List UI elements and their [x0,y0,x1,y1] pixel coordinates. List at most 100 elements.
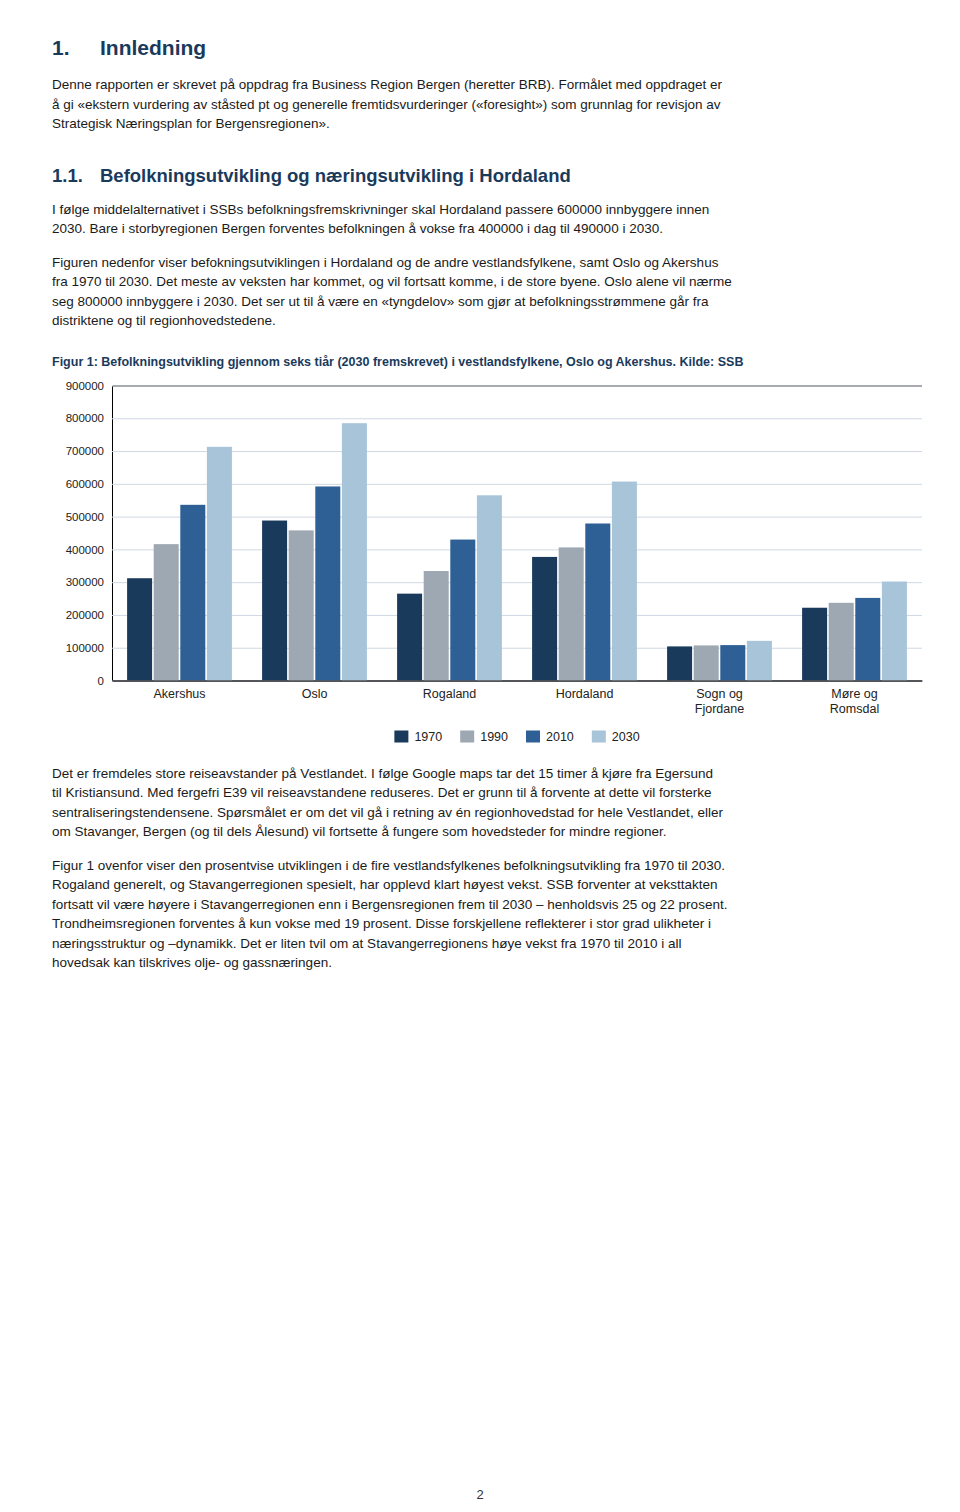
legend-item: 2030 [592,730,640,744]
bar [585,523,610,680]
grid-line [112,418,922,419]
y-axis: 0100000200000300000400000500000600000700… [66,380,922,687]
bar [207,447,232,681]
chart-title: Figur 1: Befolkningsutvikling gjennom se… [52,355,743,369]
bar [694,645,719,680]
legend-swatch [592,731,606,743]
chart: 0100000200000300000400000500000600000700… [66,380,923,744]
x-tick-label: Sogn ogFjordane [695,687,744,716]
grid-line [112,549,922,550]
y-tick-label: 0 [98,675,104,687]
x-tick-label-line: Akershus [153,687,205,701]
x-tick-label-line: Fjordane [695,702,744,716]
y-tick-label: 200000 [66,609,104,621]
x-tick-label: Rogaland [423,687,477,701]
y-tick: 700000 [66,445,922,457]
x-tick: Møre ogRomsdal [830,687,879,716]
grid-line [112,517,922,518]
body-line: Figur 1 ovenfor viser den prosentvise ut… [52,858,725,873]
bar [477,495,502,680]
title-number: 1. [52,36,70,59]
intro-line: å gi «ekstern vurdering av ståsted pt og… [52,97,721,112]
body-line: sentraliseringstendensene. Spørsmålet er… [52,805,723,820]
y-tick-label: 800000 [66,412,104,424]
x-tick: Rogaland [423,687,477,701]
y-tick: 600000 [66,478,922,490]
body-line: næringsstruktur og –dynamikk. Det er lit… [52,936,682,951]
bar [559,547,584,680]
y-tick-label: 700000 [66,445,104,457]
body-line: fortsatt vil være høyere i Stavangerregi… [52,897,727,912]
x-tick-label-line: Rogaland [423,687,477,701]
x-tick-label: Møre ogRomsdal [830,687,879,716]
bar-series [207,423,907,680]
x-tick-label-line: Hordaland [556,687,614,701]
y-tick-label: 300000 [66,576,104,588]
bar [802,608,827,681]
body-line: om Stavanger, Bergen (og til dels Ålesun… [52,824,667,839]
x-tick-label-line: Sogn og [696,687,743,701]
bar [720,645,745,680]
grid-line [112,681,922,682]
x-tick-label: Akershus [153,687,205,701]
grid-line [112,451,922,452]
bar [424,571,449,680]
bar [667,646,692,680]
legend-item: 1990 [460,730,508,744]
section-number: 1.1. [52,165,83,186]
legend-swatch [394,731,408,743]
bar [532,557,557,681]
y-tick: 800000 [66,412,922,424]
body-line: I følge middelalternativet i SSBs befolk… [52,202,709,217]
body-line: Rogaland generelt, og Stavangerregionen … [52,877,718,892]
intro-line: Denne rapporten er skrevet på oppdrag fr… [52,77,723,92]
bar [262,521,287,681]
y-tick-label: 900000 [66,380,104,392]
y-tick-label: 600000 [66,478,104,490]
bar [747,641,772,681]
x-tick: Sogn ogFjordane [695,687,744,716]
bar [397,594,422,681]
legend-item: 2010 [526,730,574,744]
bar [450,540,475,681]
bar [127,578,152,680]
legend-label: 2010 [546,730,574,744]
page-number: 2 [476,1487,483,1502]
body-line: fra 1970 til 2030. Det meste av veksten … [52,274,732,289]
x-tick-label: Oslo [302,687,328,701]
bar [180,505,205,681]
legend-swatch [460,731,474,743]
y-tick-label: 400000 [66,544,104,556]
section-title: Befolkningsutvikling og næringsutvikling… [100,165,571,186]
x-tick-label-line: Oslo [302,687,328,701]
bar [315,486,340,680]
x-tick: Oslo [302,687,328,701]
legend: 1970 1990 2010 2030 [394,730,639,744]
body-line: 2030. Bare i storbyregionen Bergen forve… [52,221,663,236]
bar-series [180,486,880,680]
body-line: Trondheimsregionen forventes å kun vokse… [52,916,711,931]
bar [154,544,179,680]
bar [342,423,367,680]
body-line: til Kristiansund. Med fergefri E39 vil r… [52,785,712,800]
body-line: seg 800000 innbyggere i 2030. Det ser ut… [52,294,709,309]
body-line: distriktene og til regionhovedstedene. [52,313,276,328]
bar [829,603,854,681]
bar [882,582,907,681]
bar-series [154,530,854,680]
x-tick: Akershus [153,687,205,701]
grid-line [112,386,922,387]
body-line: hovedsak kan tilskrives olje- og gassnær… [52,955,332,970]
x-tick: Hordaland [556,687,614,701]
y-axis-line [113,386,923,681]
legend-label: 1990 [480,730,508,744]
x-axis: Akershus Oslo Rogaland Hordaland Sogn ogFjor… [113,681,923,716]
bars [127,423,907,680]
y-tick-label: 100000 [66,642,104,654]
grid-line [112,484,922,485]
legend-label: 1970 [414,730,442,744]
legend-label: 2030 [612,730,640,744]
legend-swatch [526,731,540,743]
bar [855,598,880,681]
x-tick-label-line: Møre og [831,687,878,701]
